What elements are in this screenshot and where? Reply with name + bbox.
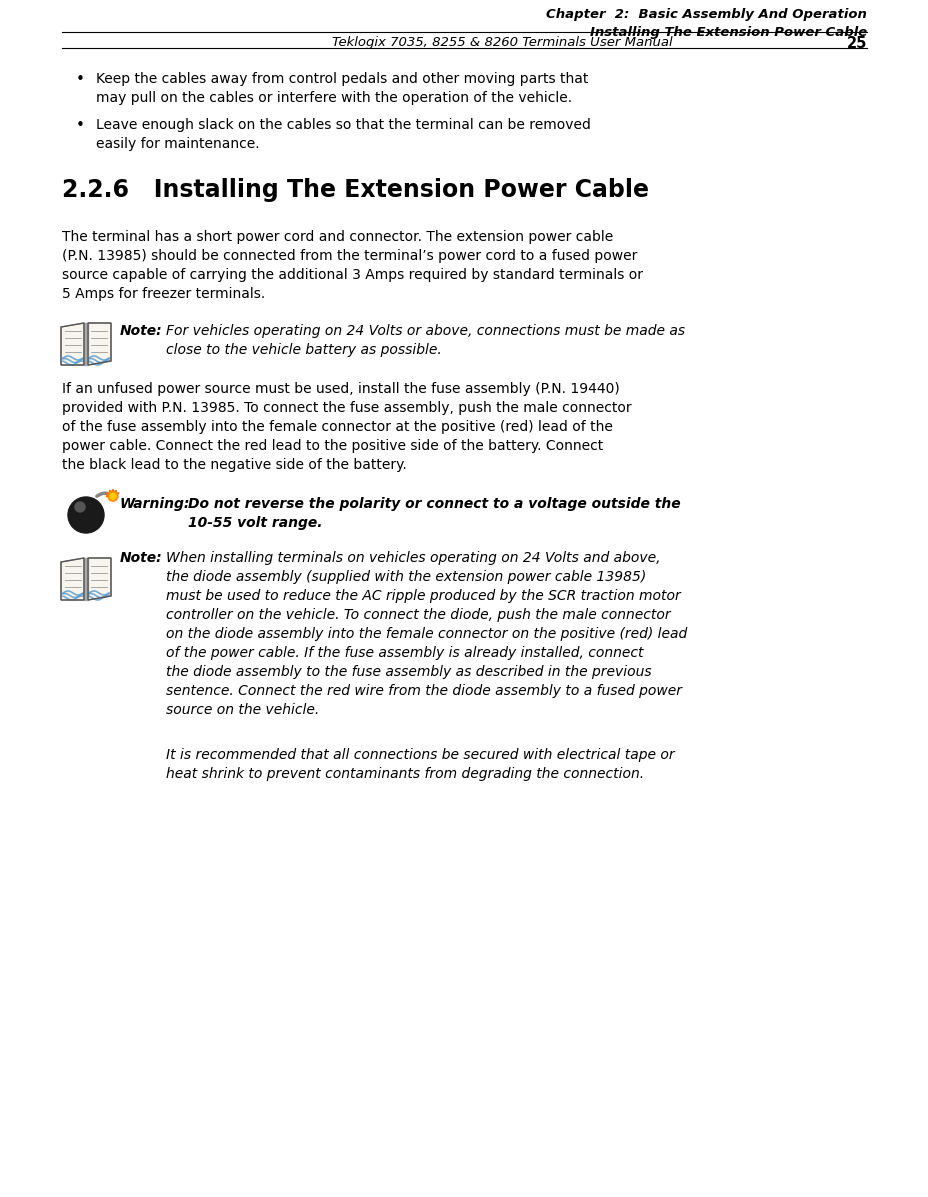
Text: controller on the vehicle. To connect the diode, push the male connector: controller on the vehicle. To connect th… [166, 608, 670, 622]
Text: 5 Amps for freezer terminals.: 5 Amps for freezer terminals. [62, 287, 265, 300]
Text: Note:: Note: [120, 551, 162, 565]
Text: •: • [76, 119, 84, 133]
Text: of the fuse assembly into the female connector at the positive (red) lead of the: of the fuse assembly into the female con… [62, 420, 612, 435]
Polygon shape [88, 323, 110, 365]
Text: easily for maintenance.: easily for maintenance. [96, 136, 259, 151]
Text: power cable. Connect the red lead to the positive side of the battery. Connect: power cable. Connect the red lead to the… [62, 439, 602, 452]
Text: on the diode assembly into the female connector on the positive (red) lead: on the diode assembly into the female co… [166, 627, 687, 642]
Polygon shape [88, 558, 110, 600]
Text: Installing The Extension Power Cable: Installing The Extension Power Cable [589, 26, 866, 40]
Text: 25: 25 [845, 36, 866, 51]
Text: Chapter  2:  Basic Assembly And Operation: Chapter 2: Basic Assembly And Operation [546, 8, 866, 22]
Text: If an unfused power source must be used, install the fuse assembly (P.N. 19440): If an unfused power source must be used,… [62, 382, 619, 396]
Text: Leave enough slack on the cables so that the terminal can be removed: Leave enough slack on the cables so that… [96, 119, 590, 132]
Text: The terminal has a short power cord and connector. The extension power cable: The terminal has a short power cord and … [62, 230, 612, 244]
Text: provided with P.N. 13985. To connect the fuse assembly, push the male connector: provided with P.N. 13985. To connect the… [62, 401, 631, 415]
Text: •: • [76, 72, 84, 87]
Text: Teklogix 7035, 8255 & 8260 Terminals User Manual: Teklogix 7035, 8255 & 8260 Terminals Use… [331, 36, 672, 49]
Circle shape [68, 497, 104, 533]
Text: the black lead to the negative side of the battery.: the black lead to the negative side of t… [62, 458, 406, 472]
Text: must be used to reduce the AC ripple produced by the SCR traction motor: must be used to reduce the AC ripple pro… [166, 589, 680, 603]
Text: may pull on the cables or interfere with the operation of the vehicle.: may pull on the cables or interfere with… [96, 91, 572, 105]
Text: (P.N. 13985) should be connected from the terminal’s power cord to a fused power: (P.N. 13985) should be connected from th… [62, 249, 637, 263]
Text: Note:: Note: [120, 324, 162, 338]
Text: sentence. Connect the red wire from the diode assembly to a fused power: sentence. Connect the red wire from the … [166, 683, 681, 698]
Text: Warning:: Warning: [120, 497, 190, 511]
Circle shape [110, 493, 116, 499]
Text: For vehicles operating on 24 Volts or above, connections must be made as: For vehicles operating on 24 Volts or ab… [166, 324, 684, 338]
Text: source on the vehicle.: source on the vehicle. [166, 703, 319, 717]
Text: Do not reverse the polarity or connect to a voltage outside the: Do not reverse the polarity or connect t… [187, 497, 680, 511]
Polygon shape [61, 558, 84, 600]
Text: 10-55 volt range.: 10-55 volt range. [187, 516, 322, 530]
Polygon shape [61, 323, 84, 365]
Text: of the power cable. If the fuse assembly is already installed, connect: of the power cable. If the fuse assembly… [166, 646, 643, 660]
Circle shape [108, 491, 118, 502]
Text: heat shrink to prevent contaminants from degrading the connection.: heat shrink to prevent contaminants from… [166, 767, 643, 780]
Circle shape [75, 502, 84, 512]
Text: When installing terminals on vehicles operating on 24 Volts and above,: When installing terminals on vehicles op… [166, 551, 660, 565]
Text: It is recommended that all connections be secured with electrical tape or: It is recommended that all connections b… [166, 748, 674, 762]
Text: Keep the cables away from control pedals and other moving parts that: Keep the cables away from control pedals… [96, 72, 587, 86]
Text: 2.2.6   Installing The Extension Power Cable: 2.2.6 Installing The Extension Power Cab… [62, 178, 649, 202]
Text: the diode assembly to the fuse assembly as described in the previous: the diode assembly to the fuse assembly … [166, 666, 651, 679]
Text: close to the vehicle battery as possible.: close to the vehicle battery as possible… [166, 344, 442, 357]
Text: source capable of carrying the additional 3 Amps required by standard terminals : source capable of carrying the additiona… [62, 268, 642, 282]
Text: the diode assembly (supplied with the extension power cable 13985): the diode assembly (supplied with the ex… [166, 570, 646, 584]
